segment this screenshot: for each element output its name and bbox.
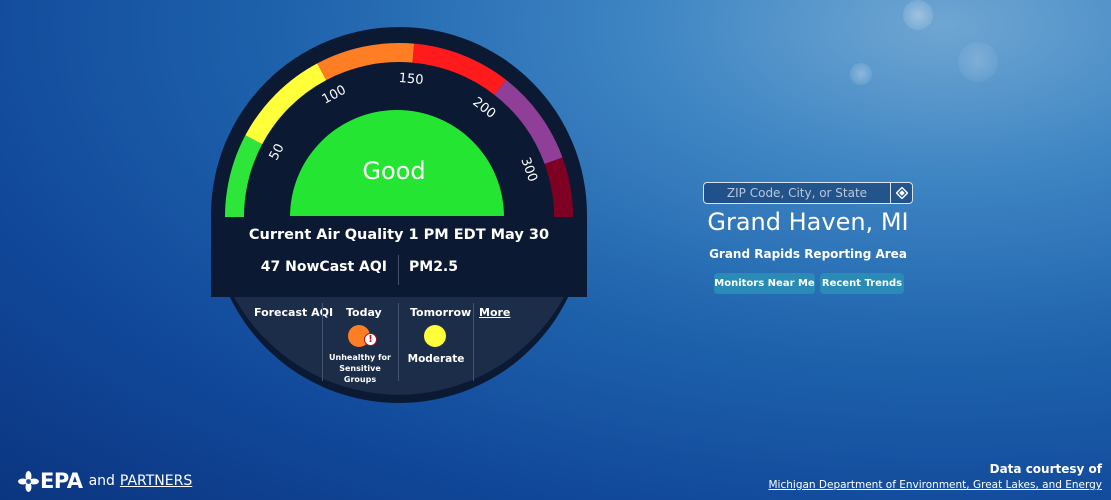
nowcast-aqi-value: 47 NowCast AQI <box>261 259 387 275</box>
divider <box>398 303 399 381</box>
forecast-day-label: Tomorrow <box>410 306 471 319</box>
aqi-gauge: 50 100 150 200 300 Good Current Air Quality … <box>211 27 587 403</box>
forecast-color-dot <box>424 325 446 347</box>
data-credit-link[interactable]: Michigan Department of Environment, Grea… <box>769 479 1103 491</box>
forecast-category-line: Unhealthy for <box>329 353 391 362</box>
divider <box>473 303 474 381</box>
data-credit-title: Data courtesy of <box>990 462 1102 476</box>
divider <box>398 255 399 285</box>
exclamation-icon: ! <box>364 333 377 346</box>
forecast-more-link[interactable]: More <box>479 306 510 319</box>
location-search-input[interactable] <box>704 183 890 203</box>
city-name: Grand Haven, MI <box>703 208 913 236</box>
current-air-quality-label: Current Air Quality 1 PM EDT May 30 <box>211 227 587 243</box>
recent-trends-button[interactable]: Recent Trends <box>820 273 904 294</box>
forecast-panel: Forecast AQI Today ! Unhealthy for Sensi… <box>211 303 587 403</box>
monitors-near-me-button[interactable]: Monitors Near Me <box>714 273 815 294</box>
location-search <box>703 182 913 204</box>
epa-partners-logo[interactable]: EPA and PARTNERS <box>18 468 192 494</box>
pollutant-label: PM2.5 <box>409 259 458 275</box>
forecast-category: Unhealthy for Sensitive Groups <box>323 352 397 385</box>
lens-flare <box>850 63 872 85</box>
partners-link[interactable]: PARTNERS <box>120 473 192 489</box>
lens-flare <box>958 42 998 82</box>
epa-wordmark: EPA <box>40 469 83 493</box>
forecast-category-line: Sensitive Groups <box>339 364 381 384</box>
forecast-category: Moderate <box>399 353 473 365</box>
locate-icon <box>896 187 908 199</box>
lens-flare <box>903 0 933 30</box>
current-aqi-row: 47 NowCast AQI PM2.5 <box>211 255 587 285</box>
tick-label: 150 <box>398 71 424 88</box>
category-label: Good <box>362 157 425 185</box>
reporting-area: Grand Rapids Reporting Area <box>703 247 913 261</box>
locate-button[interactable] <box>890 183 912 203</box>
epa-flower-icon <box>18 471 39 492</box>
partners-prefix: and <box>89 473 115 489</box>
forecast-day-label: Today <box>346 306 382 319</box>
